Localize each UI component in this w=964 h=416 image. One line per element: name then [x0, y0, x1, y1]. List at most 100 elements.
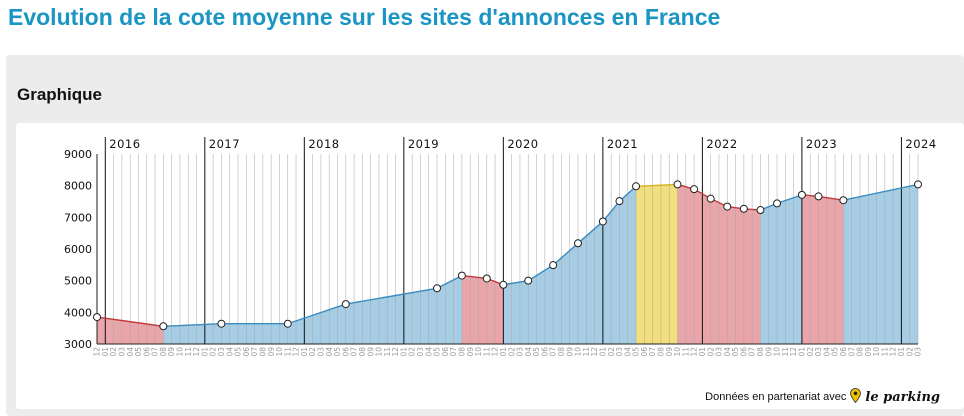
month-tick-label: 12	[192, 347, 201, 357]
month-tick-label: 08	[457, 347, 466, 357]
year-label: 2023	[806, 137, 837, 151]
month-tick-label: 07	[449, 347, 458, 357]
data-point	[482, 274, 491, 283]
month-tick-label: 07	[350, 347, 359, 357]
y-tick-label: 8000	[64, 180, 92, 193]
month-tick-label: 04	[325, 347, 334, 357]
year-label: 2019	[408, 137, 439, 151]
month-tick-label: 03	[516, 347, 525, 357]
month-tick-label: 12	[391, 347, 400, 357]
y-tick-label: 9000	[64, 148, 92, 161]
month-tick-label: 02	[408, 347, 417, 357]
month-tick-label: 06	[142, 347, 151, 357]
month-tick-label: 12	[690, 347, 699, 357]
month-tick-label: 03	[217, 347, 226, 357]
month-tick-label: 02	[109, 347, 118, 357]
month-tick-label: 03	[814, 347, 823, 357]
data-point	[797, 190, 806, 199]
month-tick-label: 05	[433, 347, 442, 357]
month-tick-label: 02	[209, 347, 218, 357]
month-tick-label: 09	[267, 347, 276, 357]
month-tick-label: 11	[482, 347, 491, 357]
month-tick-label: 09	[665, 347, 674, 357]
month-tick-label: 11	[880, 347, 889, 357]
month-tick-label: 09	[864, 347, 873, 357]
month-tick-label: 01	[300, 347, 309, 357]
month-tick-label: 02	[806, 347, 815, 357]
page-title: Evolution de la cote moyenne sur les sit…	[8, 4, 721, 30]
month-tick-label: 01	[200, 347, 209, 357]
chart-panel: Graphique 9000 8000 7000 6000 5000 4000 3000 20…	[6, 55, 964, 416]
data-point	[341, 300, 350, 309]
area-segment-down-7	[801, 194, 844, 344]
month-tick-label: 06	[640, 347, 649, 357]
month-tick-label: 08	[856, 347, 865, 357]
month-tick-label: 11	[383, 347, 392, 357]
month-tick-label: 04	[623, 347, 632, 357]
month-tick-label: 06	[242, 347, 251, 357]
month-tick-label: 11	[781, 347, 790, 357]
year-label: 2018	[308, 137, 339, 151]
data-point	[739, 204, 748, 213]
data-point	[615, 197, 624, 206]
month-tick-label: 08	[358, 347, 367, 357]
data-point	[756, 206, 765, 215]
month-tick-label: 10	[176, 347, 185, 357]
month-tick-label: 12	[292, 347, 301, 357]
data-point	[159, 322, 168, 331]
month-tick-label: 07	[648, 347, 657, 357]
month-tick-label: 10	[474, 347, 483, 357]
month-tick-label: 04	[822, 347, 831, 357]
chart-card: 9000 8000 7000 6000 5000 4000 3000 2016 2017 2018…	[16, 123, 964, 409]
series-line-down	[96, 316, 164, 327]
month-tick-label: 09	[167, 347, 176, 357]
month-tick-label: 06	[839, 347, 848, 357]
credit-text: Données en partenariat avec	[705, 391, 847, 403]
data-point	[573, 239, 582, 248]
y-tick-label: 5000	[64, 275, 92, 288]
section-title: Graphique	[17, 85, 103, 104]
month-tick-label: 05	[234, 347, 243, 357]
footer-credit: Données en partenariat avec le parking	[705, 388, 940, 406]
month-tick-label: 10	[773, 347, 782, 357]
month-tick-label: 04	[225, 347, 234, 357]
data-point	[524, 276, 533, 285]
data-point	[283, 319, 292, 328]
data-point	[673, 180, 682, 189]
month-tick-label: 08	[258, 347, 267, 357]
year-label: 2021	[607, 137, 638, 151]
area-segment-down-2	[461, 275, 504, 344]
month-tick-label: 05	[731, 347, 740, 357]
month-tick-label: 06	[739, 347, 748, 357]
month-tick-label: 10	[574, 347, 583, 357]
month-tick-label: 03	[416, 347, 425, 357]
data-point	[690, 185, 699, 194]
month-tick-label: 01	[798, 347, 807, 357]
month-tick-label: 04	[126, 347, 135, 357]
location-pin-icon	[850, 388, 862, 406]
month-tick-label: 05	[831, 347, 840, 357]
month-tick-label: 12	[789, 347, 798, 357]
month-tick-label: 09	[466, 347, 475, 357]
y-tick-label: 7000	[64, 211, 92, 224]
month-tick-label: 01	[698, 347, 707, 357]
month-tick-label: 12	[590, 347, 599, 357]
month-tick-label: 04	[424, 347, 433, 357]
year-label: 2020	[507, 137, 538, 151]
data-point	[723, 202, 732, 211]
month-tick-label: 06	[441, 347, 450, 357]
data-point	[914, 180, 922, 189]
month-tick-label: 11	[582, 347, 591, 357]
price-evolution-chart: 9000 8000 7000 6000 5000 4000 3000 2016 2017 2018…	[64, 137, 936, 357]
data-point	[839, 196, 848, 205]
month-tick-label: 03	[615, 347, 624, 357]
month-tick-label: 08	[756, 347, 765, 357]
month-tick-label: 07	[847, 347, 856, 357]
year-label: 2022	[706, 137, 737, 151]
month-tick-label: 04	[723, 347, 732, 357]
series-line-up	[163, 274, 463, 327]
month-tick-label: 08	[159, 347, 168, 357]
month-tick-label: 12	[491, 347, 500, 357]
series-line-flat	[636, 183, 678, 187]
month-tick-label: 01	[399, 347, 408, 357]
